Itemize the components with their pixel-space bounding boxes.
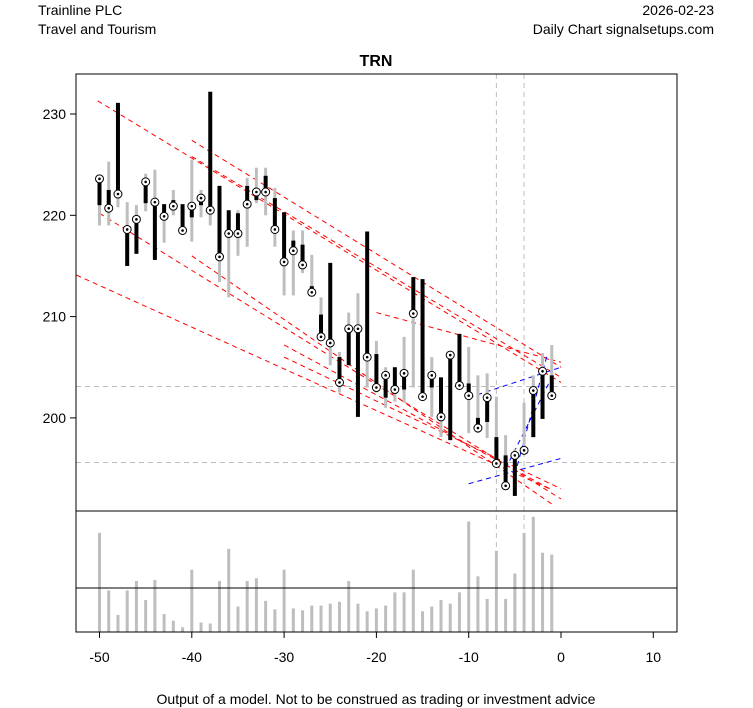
- close-marker-dot: [144, 180, 147, 184]
- red-trendline: [191, 255, 553, 505]
- red-trendline: [191, 139, 562, 368]
- close-marker-dot: [532, 389, 535, 392]
- close-marker-dot: [412, 312, 415, 315]
- close-marker-dot: [356, 327, 360, 331]
- close-marker-dot: [430, 374, 434, 377]
- close-marker-dot: [116, 192, 120, 196]
- close-marker-dot: [485, 396, 489, 399]
- close-marker-dot: [365, 355, 369, 359]
- close-marker-dot: [135, 218, 138, 221]
- company-name: Trainline PLC: [38, 2, 123, 18]
- close-marker-dot: [264, 190, 267, 194]
- close-marker-dot: [347, 327, 351, 331]
- close-marker-dot: [125, 228, 129, 231]
- blue-trendline: [468, 366, 562, 399]
- close-marker-dot: [236, 232, 240, 235]
- close-marker-dot: [245, 202, 249, 206]
- close-marker-dot: [448, 353, 452, 357]
- close-marker-dot: [384, 374, 387, 377]
- close-marker-dot: [273, 228, 277, 231]
- close-marker-dot: [375, 386, 378, 389]
- close-marker-dot: [319, 335, 323, 339]
- close-marker-dot: [172, 204, 175, 208]
- close-marker-dot: [310, 290, 314, 294]
- close-marker-dot: [301, 263, 304, 267]
- y-tick-label: 220: [43, 207, 67, 223]
- close-marker-dot: [227, 232, 231, 235]
- x-tick-label: -40: [182, 649, 202, 665]
- close-marker-dot: [393, 388, 397, 391]
- red-trendline: [97, 100, 562, 383]
- close-marker-dot: [522, 449, 526, 452]
- red-trendline: [76, 274, 552, 491]
- x-tick-label: -20: [366, 649, 386, 665]
- close-marker-dot: [476, 426, 480, 430]
- red-trendline: [376, 312, 562, 363]
- close-marker-dot: [255, 190, 258, 194]
- close-marker-dot: [98, 177, 101, 181]
- x-tick-label: 10: [646, 649, 662, 665]
- close-marker-dot: [439, 415, 443, 419]
- close-marker-dot: [550, 394, 554, 397]
- close-marker-dot: [467, 394, 471, 397]
- sector-label: Travel and Tourism: [38, 21, 157, 37]
- x-tick-label: -50: [89, 649, 109, 665]
- red-trendline: [283, 344, 553, 491]
- close-marker-dot: [162, 215, 166, 218]
- close-marker-dot: [153, 200, 157, 204]
- close-marker-dot: [190, 204, 194, 208]
- close-marker-dot: [421, 395, 424, 398]
- close-marker-dot: [328, 341, 332, 345]
- close-marker-dot: [292, 249, 295, 253]
- close-marker-dot: [513, 454, 517, 457]
- chart-source: Daily Chart signalsetups.com: [532, 21, 714, 37]
- close-marker-dot: [495, 462, 498, 465]
- disclaimer: Output of a model. Not to be construed a…: [157, 691, 596, 707]
- close-marker-dot: [208, 208, 212, 212]
- x-tick-label: 0: [557, 649, 565, 665]
- close-marker-dot: [338, 381, 341, 384]
- x-tick-label: -30: [274, 649, 294, 665]
- y-tick-label: 230: [43, 106, 67, 122]
- close-marker-dot: [402, 372, 406, 375]
- close-marker-dot: [181, 229, 184, 232]
- close-marker-dot: [282, 260, 286, 264]
- close-marker-dot: [458, 384, 461, 387]
- close-marker-dot: [504, 484, 507, 488]
- close-marker-dot: [218, 255, 221, 259]
- y-tick-label: 210: [43, 309, 67, 325]
- close-marker-dot: [107, 206, 111, 210]
- x-tick-label: -10: [459, 649, 479, 665]
- close-marker-dot: [541, 370, 544, 373]
- close-marker-dot: [199, 196, 203, 200]
- chart-title: TRN: [360, 53, 393, 70]
- y-tick-label: 200: [43, 410, 67, 426]
- chart-date: 2026-02-23: [642, 2, 714, 18]
